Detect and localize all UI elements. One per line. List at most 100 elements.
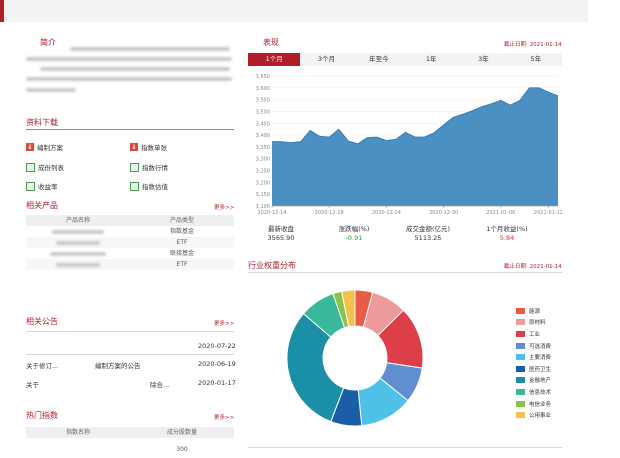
products-title: 相关产品: [26, 201, 58, 210]
tab-5y[interactable]: 5年: [530, 55, 542, 63]
y-tick-label: 3,300: [256, 157, 270, 163]
legend-swatch: [516, 412, 525, 419]
products-more-link[interactable]: 更多>>: [214, 205, 235, 211]
y-tick-label: 3,650: [256, 74, 270, 80]
stat-change-label: 涨跌幅(%): [338, 225, 370, 233]
legend-label: 医药卫生: [529, 366, 552, 373]
table-row[interactable]: 联接基金: [26, 248, 234, 259]
stat-close-value: 3565.90: [267, 234, 295, 242]
download-quotes[interactable]: 指数行情: [130, 162, 168, 172]
performance-title: 表现: [263, 38, 279, 47]
legend-label: 原材料: [529, 320, 546, 327]
announcement-link[interactable]: 编制方案的公告: [95, 362, 141, 370]
legend-label: 公用事业: [529, 413, 552, 420]
legend-item: 原材料: [516, 317, 551, 329]
pdf-icon: ⤓: [26, 143, 34, 151]
legend-label: 金融地产: [529, 378, 552, 385]
tab-3y[interactable]: 3年: [478, 55, 489, 63]
legend-item: 公用事业: [516, 409, 551, 421]
legend-swatch: [516, 400, 525, 407]
legend-swatch: [516, 319, 525, 326]
legend-label: 工业: [529, 331, 541, 338]
stat-return-value: 5.84: [499, 234, 515, 242]
hot-table: 指数名称 成分股数量 300: [26, 427, 234, 455]
legend-label: 电信业务: [529, 401, 552, 408]
hot-title: 热门指数: [26, 411, 58, 420]
table-header: 指数名称 成分股数量: [26, 427, 234, 438]
industry-donut-chart: [286, 289, 424, 427]
y-tick-label: 3,450: [256, 121, 270, 127]
table-header: 产品名称 产品类型: [26, 215, 234, 226]
header-type: 产品类型: [169, 217, 194, 224]
downloads-title: 资料下载: [26, 118, 58, 127]
stat-return-label: 1个月收益(%): [486, 225, 528, 233]
y-tick-label: 3,100: [256, 204, 270, 210]
banner-accent: [0, 0, 4, 22]
hot-more-link[interactable]: 更多>>: [214, 415, 235, 421]
product-type: 指数基金: [169, 228, 194, 235]
table-row[interactable]: ETF: [26, 259, 234, 270]
download-factsheet[interactable]: ⤓ 指数单张: [130, 142, 167, 152]
legend-label: 主要消费: [529, 355, 552, 362]
area-series-line: [271, 87, 559, 145]
period-tabs: 1个月 3个月 年至今 1年 3年 5年: [248, 53, 562, 66]
download-label: 指数行情: [142, 164, 168, 172]
announcements-title: 相关公告: [26, 317, 58, 326]
constituent-count: 300: [176, 446, 188, 453]
download-returns[interactable]: 收益率: [26, 181, 58, 191]
divider: [26, 354, 234, 355]
y-tick-label: 3,600: [256, 86, 270, 92]
tab-ytd[interactable]: 年至今: [369, 55, 389, 63]
y-tick-label: 3,500: [256, 109, 270, 115]
x-tick-label: 2021-01-06: [486, 210, 515, 216]
legend-item: 可选消费: [516, 340, 551, 352]
download-label: 编制方案: [37, 144, 63, 152]
area-series: [272, 87, 558, 206]
pdf-icon: ⤓: [130, 143, 138, 151]
product-type: ETF: [176, 261, 188, 268]
header-name: 产品名称: [65, 217, 90, 224]
legend-item: 工业: [516, 328, 551, 340]
tab-3m[interactable]: 3个月: [317, 55, 336, 63]
download-valuation[interactable]: 指数估值: [130, 181, 168, 191]
announcement-date: 2020-07-22: [198, 342, 236, 350]
stat-change-value: -0.91: [345, 234, 363, 242]
legend-swatch: [516, 365, 525, 372]
x-tick-label: 2020-12-18: [315, 210, 344, 216]
x-tick-label: 2021-01-12: [534, 210, 562, 216]
tab-1y[interactable]: 1年: [425, 55, 437, 63]
table-row[interactable]: 指数基金: [26, 226, 234, 237]
y-tick-label: 3,400: [256, 133, 270, 139]
industry-date: 截止日期: 2021-01-14: [504, 264, 562, 270]
announcement-date: 2020-06-19: [198, 360, 236, 368]
y-tick-label: 3,550: [256, 98, 270, 104]
product-type: ETF: [176, 239, 188, 246]
announcements-more-link[interactable]: 更多>>: [214, 321, 235, 327]
table-row[interactable]: ETF: [26, 237, 234, 248]
spreadsheet-icon: [130, 162, 139, 172]
legend-label: 可选消费: [529, 343, 552, 350]
y-tick-label: 3,350: [256, 145, 270, 151]
performance-date: 截止日期: 2021-01-14: [504, 42, 562, 48]
legend-item: 医药卫生: [516, 363, 551, 375]
announcement-link[interactable]: 关于: [26, 381, 39, 389]
download-scheme[interactable]: ⤓ 编制方案: [26, 142, 63, 152]
legend-swatch: [516, 388, 525, 395]
intro-title: 简介: [40, 38, 56, 47]
tab-1m[interactable]: 1个月: [248, 53, 301, 66]
announcement-link[interactable]: 除合...: [150, 381, 170, 389]
legend-swatch: [516, 354, 525, 361]
x-tick-label: 2020-12-24: [372, 210, 401, 216]
legend-item: 主要消费: [516, 351, 551, 363]
stat-turnover-value: 5113.25: [414, 234, 442, 242]
top-banner: [0, 0, 588, 22]
legend-item: 电信业务: [516, 398, 551, 410]
download-constituents[interactable]: 成份列表: [26, 162, 64, 172]
divider: [26, 331, 234, 332]
pie-slice: [341, 289, 356, 328]
announcement-date: 2020-01-17: [198, 379, 236, 387]
announcement-link[interactable]: 关于修订...: [26, 362, 59, 370]
pie-slice: [286, 312, 345, 423]
table-row[interactable]: 300: [26, 444, 234, 455]
legend-item: 能源: [516, 305, 551, 317]
